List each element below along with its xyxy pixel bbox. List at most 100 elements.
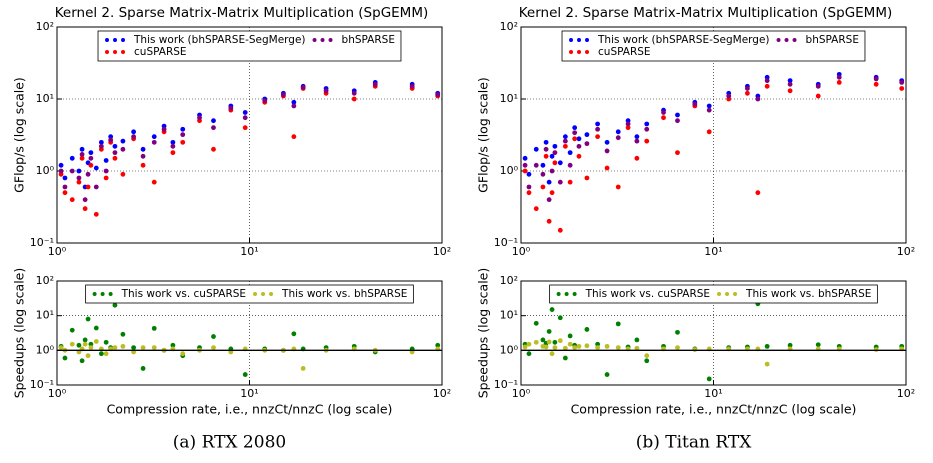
y-tick-label: 10⁰ bbox=[36, 343, 55, 356]
point bbox=[546, 197, 552, 203]
point bbox=[562, 143, 568, 149]
legend-marker bbox=[556, 292, 561, 296]
point bbox=[706, 376, 712, 382]
x-tick-label: 10² bbox=[897, 245, 915, 258]
point bbox=[576, 136, 582, 142]
point bbox=[79, 146, 85, 152]
point bbox=[98, 139, 104, 145]
point bbox=[540, 171, 546, 177]
point bbox=[552, 160, 558, 166]
point bbox=[180, 351, 186, 357]
point bbox=[522, 344, 528, 350]
point bbox=[58, 168, 64, 174]
legend-marker bbox=[577, 38, 582, 42]
legend-marker bbox=[792, 38, 797, 42]
y-tick-label: 10⁻¹ bbox=[494, 378, 518, 391]
point bbox=[526, 341, 532, 347]
legend-marker bbox=[585, 38, 590, 42]
point bbox=[112, 143, 118, 149]
point bbox=[625, 118, 631, 124]
point bbox=[562, 138, 568, 144]
x-tick-label: 10⁰ bbox=[48, 387, 67, 400]
y-tick-label: 10¹ bbox=[36, 92, 54, 105]
point bbox=[543, 139, 549, 145]
point bbox=[634, 138, 640, 144]
point bbox=[755, 190, 761, 196]
legend-label: This work (bhSPARSE-SegMerge) bbox=[133, 34, 306, 46]
point bbox=[552, 143, 558, 149]
point bbox=[522, 155, 528, 161]
point bbox=[533, 146, 539, 152]
point bbox=[692, 347, 698, 352]
point bbox=[108, 134, 114, 140]
y-tick-label: 10⁰ bbox=[500, 164, 519, 177]
plot-frame bbox=[56, 26, 443, 244]
legend-box bbox=[97, 30, 402, 62]
point bbox=[836, 80, 842, 85]
point bbox=[549, 153, 555, 159]
point bbox=[755, 96, 761, 102]
point bbox=[764, 361, 770, 367]
point bbox=[815, 93, 821, 99]
legend-marker bbox=[121, 38, 126, 42]
point bbox=[675, 118, 680, 124]
legend-marker bbox=[92, 292, 97, 296]
caption: (b) Titan RTX bbox=[636, 433, 752, 453]
point bbox=[69, 197, 75, 203]
point bbox=[584, 141, 590, 147]
point bbox=[675, 329, 680, 335]
point bbox=[351, 96, 357, 102]
y-tick-label: 10² bbox=[36, 20, 54, 33]
point bbox=[291, 331, 297, 337]
point bbox=[526, 351, 532, 357]
x-tick-label: 10² bbox=[897, 387, 915, 400]
point bbox=[112, 150, 118, 156]
legend-label: cuSPARSE bbox=[598, 46, 651, 58]
point bbox=[62, 184, 68, 190]
point bbox=[131, 129, 137, 135]
point bbox=[787, 78, 793, 84]
point bbox=[604, 165, 610, 171]
point bbox=[836, 74, 842, 80]
y-tick-label: 10⁻¹ bbox=[30, 236, 54, 249]
point bbox=[140, 366, 146, 371]
plot-frame bbox=[520, 280, 907, 386]
point bbox=[103, 351, 109, 357]
point bbox=[372, 81, 378, 87]
point bbox=[526, 190, 532, 196]
point bbox=[546, 329, 552, 334]
point bbox=[93, 211, 99, 217]
point bbox=[211, 125, 216, 131]
point bbox=[604, 148, 610, 154]
point bbox=[615, 184, 621, 190]
legend-box bbox=[85, 284, 414, 304]
point bbox=[675, 345, 680, 350]
legend-marker bbox=[776, 38, 781, 42]
point bbox=[549, 168, 555, 174]
point bbox=[675, 150, 680, 156]
y-tick-label: 10² bbox=[500, 274, 518, 287]
point bbox=[644, 121, 650, 127]
point bbox=[76, 179, 82, 185]
legend-label: bhSPARSE bbox=[806, 34, 859, 46]
point bbox=[108, 137, 114, 143]
point bbox=[549, 351, 555, 357]
point bbox=[242, 125, 248, 131]
legend-marker bbox=[569, 38, 574, 42]
point bbox=[69, 155, 75, 161]
legend-marker bbox=[253, 292, 258, 296]
plot-frame bbox=[520, 26, 907, 244]
point bbox=[98, 351, 104, 357]
point bbox=[88, 345, 94, 350]
point bbox=[79, 155, 85, 161]
point bbox=[291, 99, 297, 105]
caption: (a) RTX 2080 bbox=[173, 433, 286, 453]
point bbox=[76, 342, 82, 348]
y-tick-label: 10¹ bbox=[36, 309, 54, 322]
legend-marker bbox=[108, 292, 113, 296]
point bbox=[744, 90, 750, 96]
point bbox=[435, 342, 441, 348]
y-tick-label: 10⁻¹ bbox=[30, 378, 54, 391]
point bbox=[533, 162, 539, 168]
point bbox=[557, 315, 563, 321]
